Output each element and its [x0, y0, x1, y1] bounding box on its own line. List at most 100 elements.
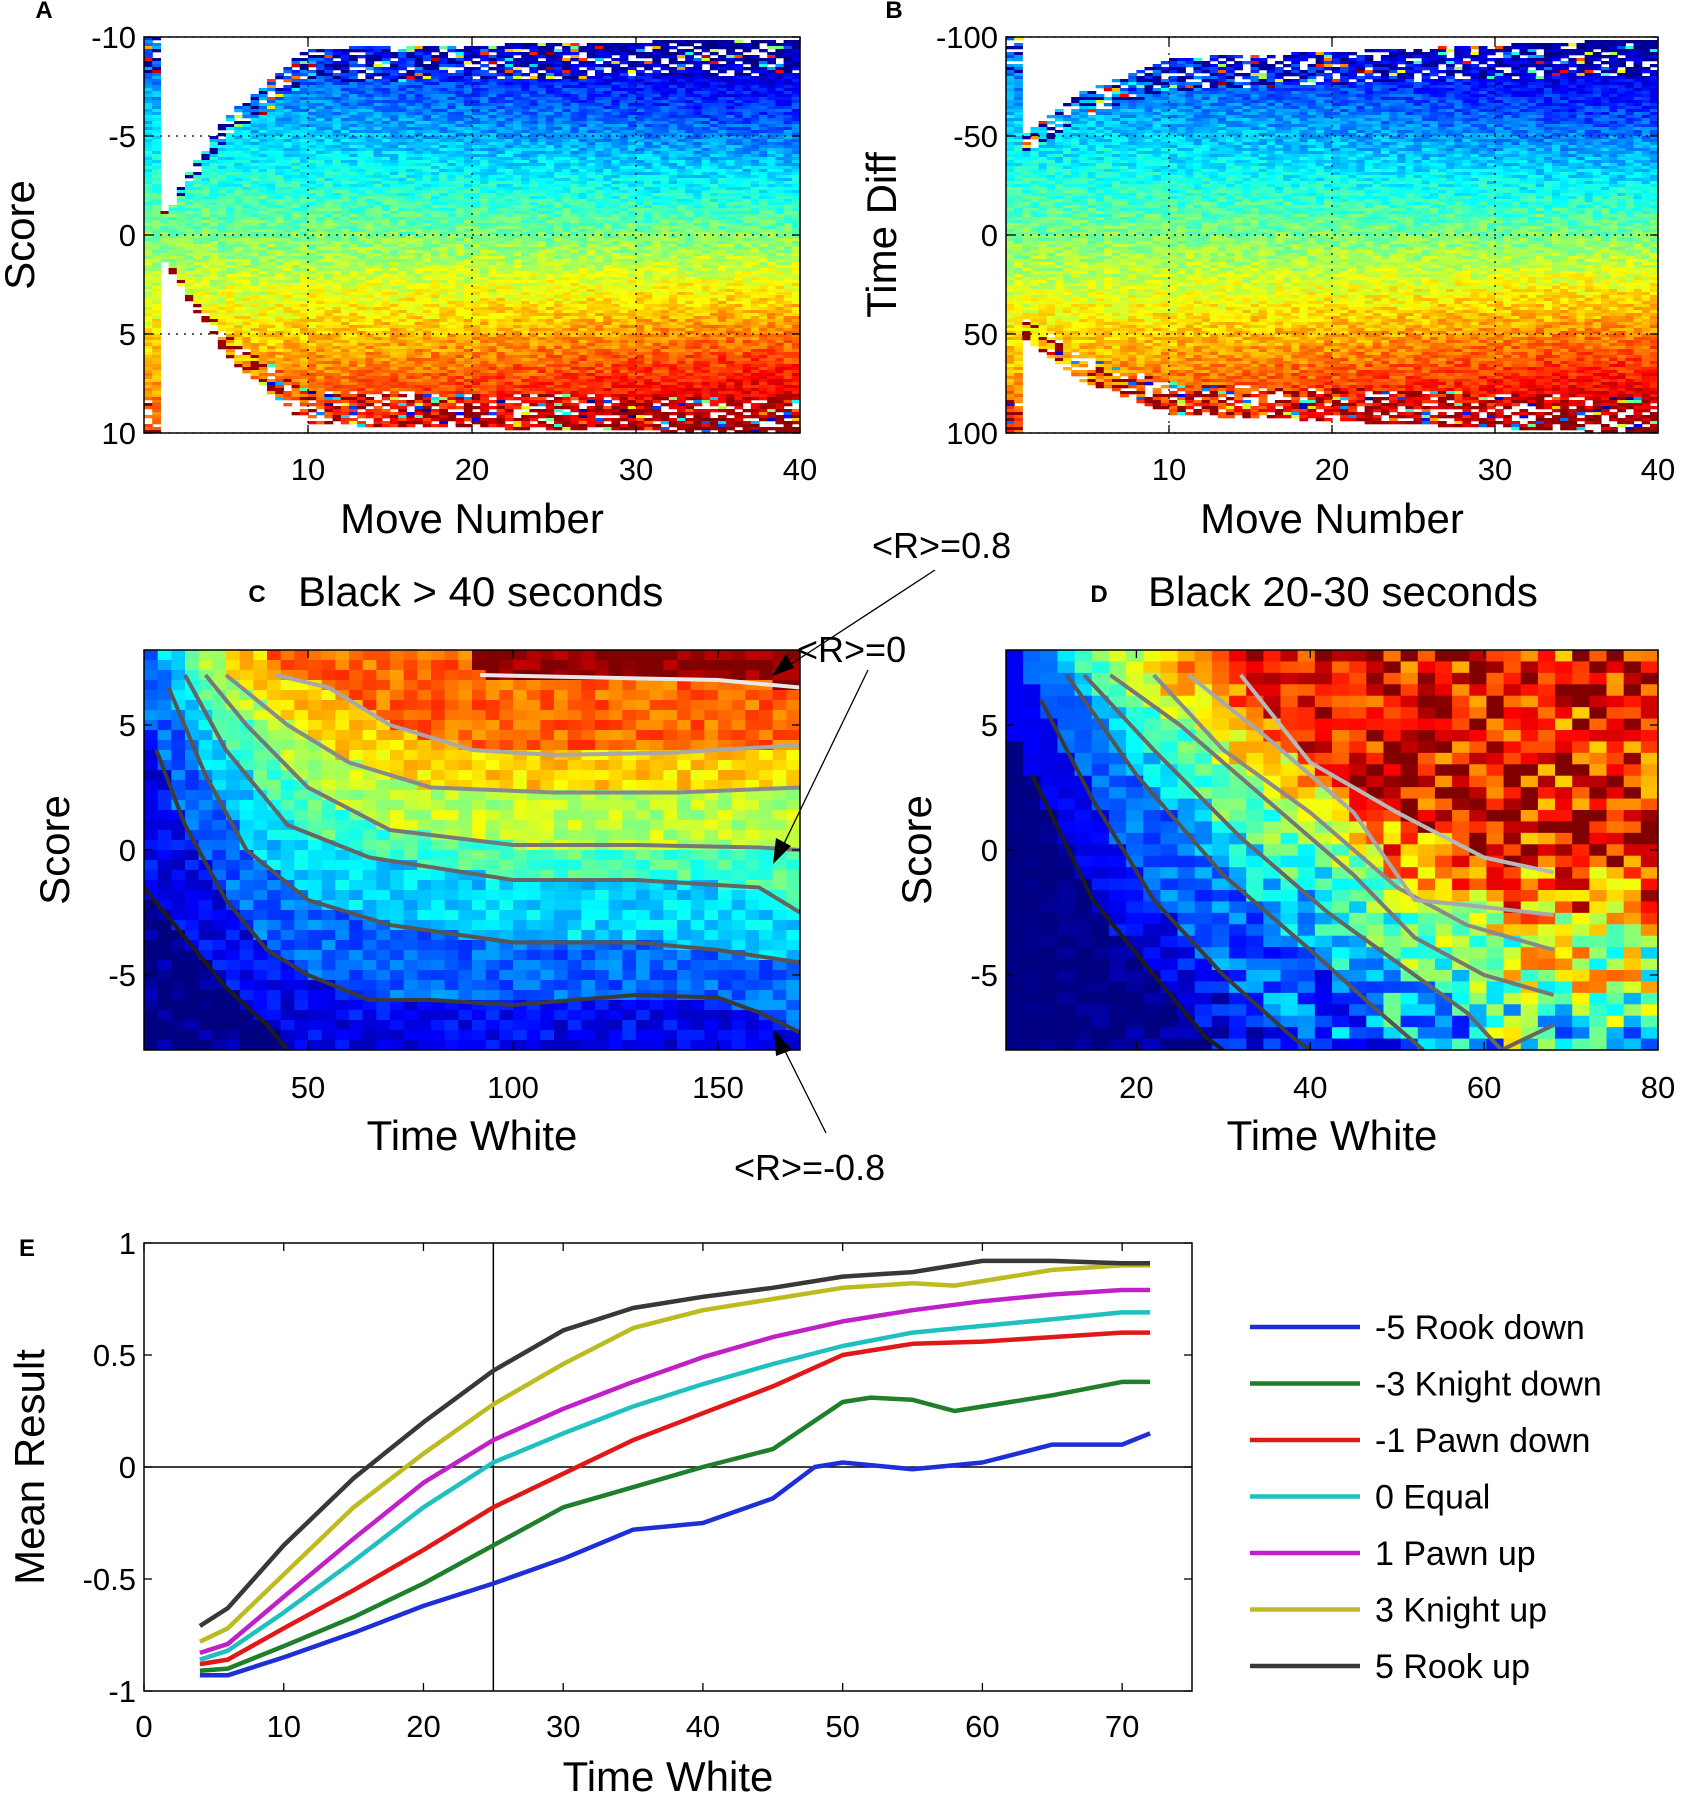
heatmap-cell — [513, 79, 522, 83]
heatmap-cell — [431, 70, 440, 74]
heatmap-cell — [390, 202, 399, 206]
heatmap-cell — [308, 190, 317, 194]
heatmap-cell — [431, 166, 440, 170]
heatmap-cell — [144, 76, 153, 80]
heatmap-cell — [217, 226, 227, 230]
heatmap-cell — [529, 145, 539, 149]
heatmap-cell — [398, 157, 407, 161]
heatmap-cell — [340, 82, 350, 86]
heatmap-cell — [176, 268, 186, 272]
heatmap-cell — [513, 199, 522, 203]
heatmap-cell — [455, 286, 465, 290]
heatmap-cell — [504, 277, 514, 281]
heatmap-cell — [496, 124, 506, 128]
heatmap-cell — [414, 262, 424, 266]
heatmap-cell — [529, 241, 539, 245]
heatmap-cell — [488, 322, 498, 326]
heatmap-cell — [299, 124, 309, 128]
heatmap-cell — [152, 94, 161, 98]
heatmap-cell — [217, 229, 227, 233]
heatmap-cell — [144, 37, 153, 41]
heatmap-cell — [447, 112, 457, 116]
heatmap-cell — [463, 283, 473, 287]
heatmap-cell — [496, 238, 506, 242]
heatmap-cell — [439, 361, 448, 365]
heatmap-cell — [521, 163, 530, 167]
heatmap-cell — [193, 295, 202, 299]
heatmap-cell — [250, 130, 260, 134]
heatmap-cell — [365, 223, 375, 227]
heatmap-cell — [447, 160, 457, 164]
heatmap-cell — [422, 121, 432, 125]
heatmap-cell — [152, 166, 161, 170]
heatmap-cell — [365, 283, 375, 287]
heatmap-cell — [373, 49, 383, 53]
heatmap-cell — [242, 208, 252, 212]
heatmap-cell — [324, 397, 334, 401]
heatmap-cell — [422, 355, 432, 359]
heatmap-cell — [455, 49, 465, 53]
heatmap-cell — [267, 328, 276, 332]
heatmap-cell — [324, 421, 334, 425]
heatmap-cell — [250, 172, 260, 176]
heatmap-cell — [390, 340, 399, 344]
heatmap-cell — [234, 226, 243, 230]
heatmap-cell — [234, 238, 243, 242]
heatmap-cell — [234, 142, 243, 146]
heatmap-cell — [357, 298, 366, 302]
heatmap-cell — [152, 373, 161, 377]
heatmap-cell — [152, 229, 161, 233]
heatmap-cell — [275, 199, 284, 203]
heatmap-cell — [234, 172, 243, 176]
heatmap-cell — [349, 70, 358, 74]
heatmap-cell — [258, 115, 268, 119]
heatmap-cell — [390, 325, 399, 329]
heatmap-cell — [258, 187, 268, 191]
heatmap-cell — [291, 250, 301, 254]
heatmap-cell — [390, 292, 399, 296]
heatmap-cell — [316, 148, 325, 152]
heatmap-cell — [283, 292, 293, 296]
heatmap-cell — [406, 61, 416, 65]
heatmap-cell — [529, 46, 539, 50]
heatmap-cell — [422, 385, 432, 389]
heatmap-cell — [242, 145, 252, 149]
heatmap-cell — [414, 88, 424, 92]
heatmap-cell — [406, 241, 416, 245]
heatmap-cell — [332, 292, 342, 296]
heatmap-cell — [291, 145, 301, 149]
heatmap-cell — [513, 418, 522, 422]
heatmap-cell — [291, 262, 301, 266]
heatmap-cell — [529, 85, 539, 89]
heatmap-cell — [291, 88, 301, 92]
heatmap-cell — [275, 127, 284, 131]
heatmap-cell — [168, 250, 178, 254]
heatmap-cell — [357, 376, 366, 380]
heatmap-cell — [144, 268, 153, 272]
heatmap-cell — [324, 247, 334, 251]
heatmap-cell — [390, 127, 399, 131]
heatmap-cell — [431, 301, 440, 305]
heatmap-cell — [176, 220, 186, 224]
heatmap-cell — [324, 406, 334, 410]
heatmap-cell — [365, 292, 375, 296]
heatmap-cell — [316, 106, 325, 110]
heatmap-cell — [439, 331, 448, 335]
heatmap-cell — [258, 286, 268, 290]
heatmap-cell — [250, 178, 260, 182]
heatmap-cell — [496, 310, 506, 314]
heatmap-cell — [340, 175, 350, 179]
heatmap-cell — [357, 211, 366, 215]
heatmap-cell — [299, 208, 309, 212]
heatmap-cell — [414, 205, 424, 209]
heatmap-cell — [422, 154, 432, 158]
heatmap-cell — [398, 133, 407, 137]
heatmap-cell — [250, 103, 260, 107]
heatmap-cell — [152, 391, 161, 395]
heatmap-cell — [234, 175, 243, 179]
heatmap-cell — [455, 355, 465, 359]
heatmap-cell — [406, 244, 416, 248]
heatmap-cell — [504, 244, 514, 248]
heatmap-cell — [488, 100, 498, 104]
